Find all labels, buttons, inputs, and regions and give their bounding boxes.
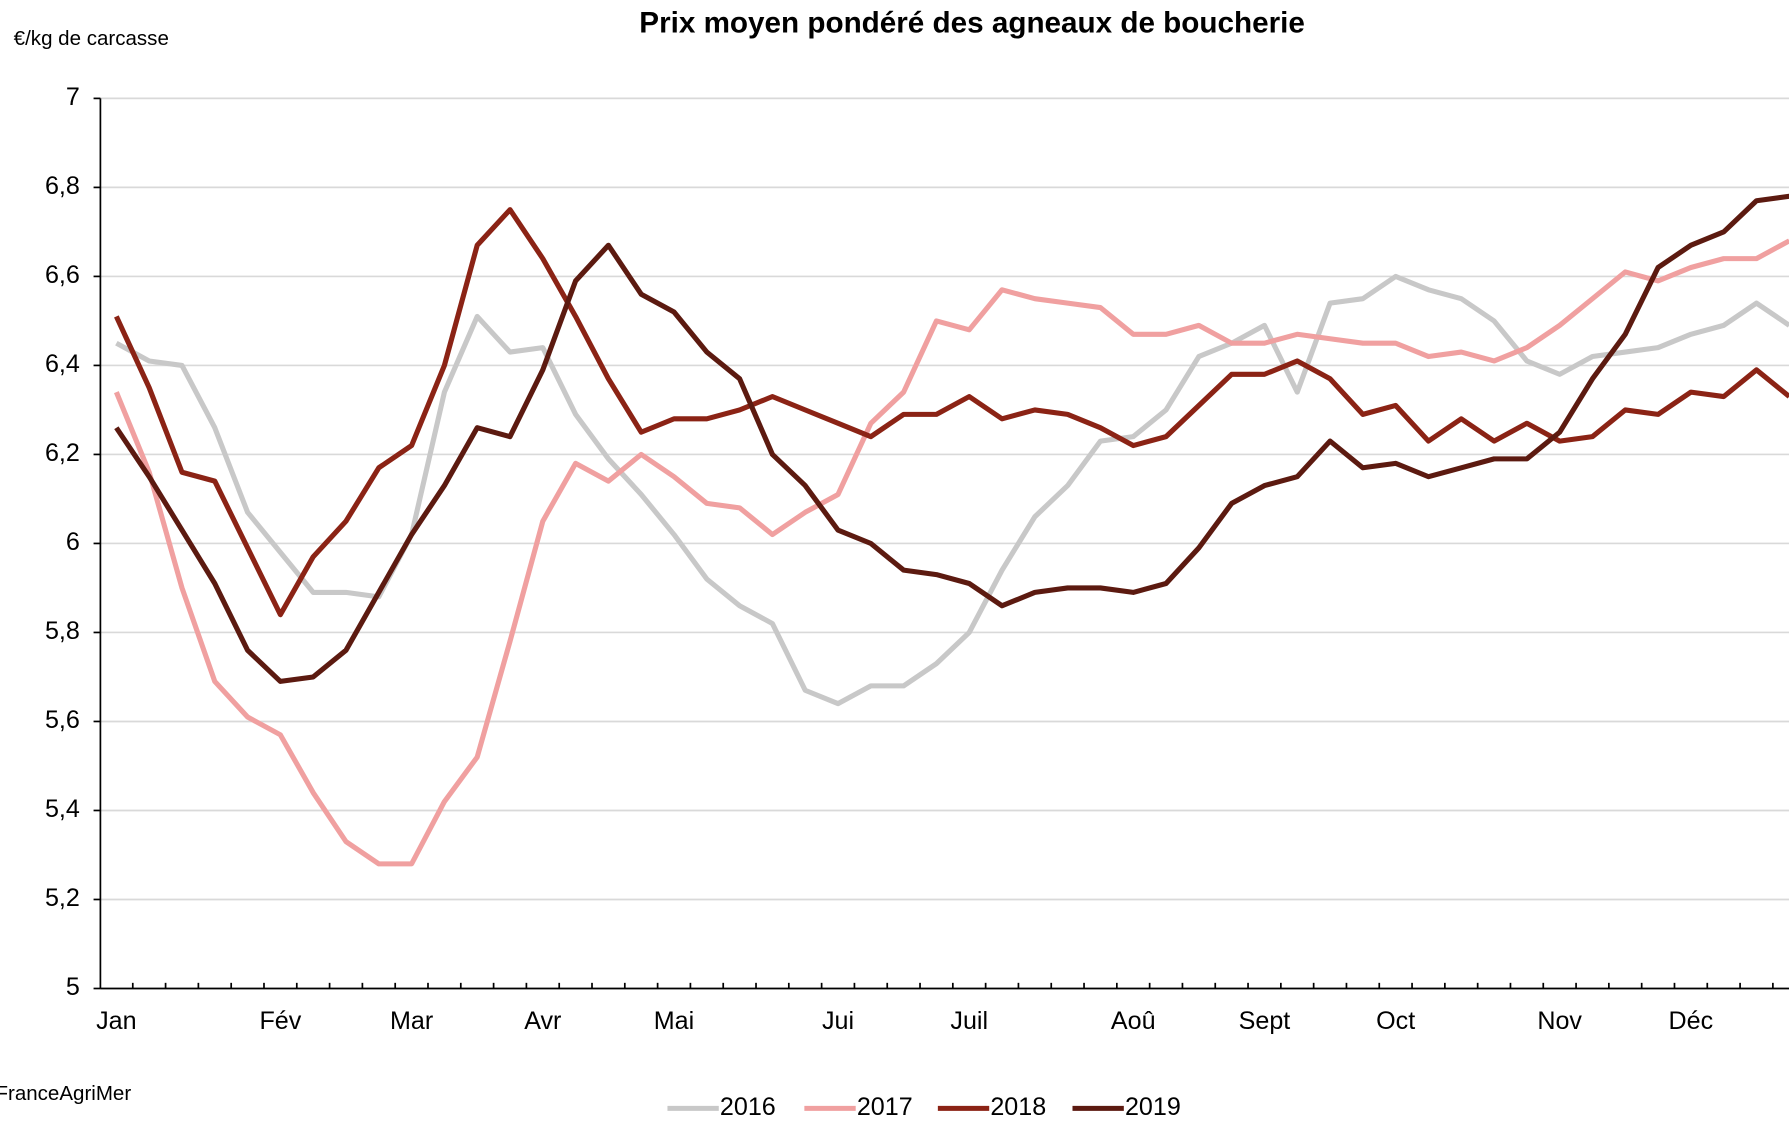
x-tick-label: Déc (1669, 1007, 1714, 1035)
x-tick-label: Mar (390, 1007, 433, 1035)
series-line (114, 207, 1789, 618)
y-axis-unit: €/kg de carcasse (14, 27, 169, 50)
y-tick-label: 6,4 (45, 350, 80, 378)
x-tick-label: Oct (1376, 1007, 1415, 1035)
legend-label: 2018 (990, 1093, 1046, 1121)
y-tick-label: 6 (66, 528, 80, 556)
x-tick-label: Jan (96, 1007, 136, 1035)
legend-label: 2017 (857, 1093, 913, 1121)
x-tick-label: Juil (950, 1007, 988, 1035)
y-tick-label: 5,4 (45, 795, 80, 823)
x-tick-label: Jui (822, 1007, 854, 1035)
series-line (113, 238, 1789, 867)
x-tick-label: Sept (1239, 1007, 1291, 1035)
x-tick-label: Aoû (1111, 1007, 1156, 1035)
x-tick-label: Nov (1537, 1007, 1582, 1035)
y-tick-label: 6,8 (45, 172, 80, 200)
y-tick-label: 6,6 (45, 261, 80, 289)
y-tick-label: 5,8 (45, 617, 80, 645)
series-line (114, 193, 1789, 684)
x-tick-label: Avr (524, 1007, 561, 1035)
y-tick-label: 5 (66, 973, 80, 1001)
y-tick-label: 5,2 (45, 884, 80, 912)
legend-label: 2016 (720, 1093, 776, 1121)
y-tick-label: 5,6 (45, 706, 80, 734)
legend-label: 2019 (1125, 1093, 1181, 1121)
y-tick-label: 7 (66, 83, 80, 111)
source: FranceAgriMer (0, 1082, 131, 1105)
x-tick-label: Fév (259, 1007, 301, 1035)
chart-title: Prix moyen pondéré des agneaux de bouche… (639, 7, 1305, 40)
x-tick-label: Mai (654, 1007, 694, 1035)
y-tick-label: 6,2 (45, 439, 80, 467)
